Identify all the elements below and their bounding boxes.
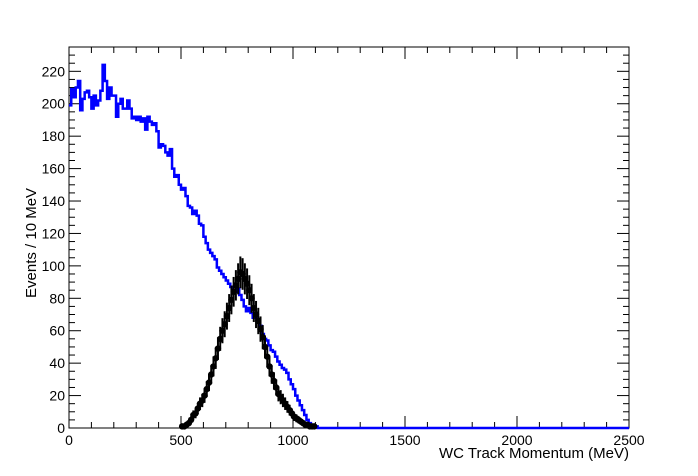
x-tick-label: 2000	[501, 432, 532, 448]
x-tick-label: 500	[169, 432, 193, 448]
x-tick-label: 1500	[389, 432, 420, 448]
y-tick-label: 80	[49, 290, 65, 306]
y-tick-label: 140	[42, 193, 66, 209]
y-tick-label: 40	[49, 355, 65, 371]
x-axis-title: WC Track Momentum (MeV)	[439, 445, 629, 462]
y-tick-label: 60	[49, 323, 65, 339]
y-tick-label: 200	[42, 96, 66, 112]
y-tick-label: 100	[42, 258, 66, 274]
y-tick-label: 160	[42, 161, 66, 177]
histogram-step-line-0	[69, 63, 629, 430]
y-tick-label: 120	[42, 225, 66, 241]
y-tick-label: 220	[42, 63, 66, 79]
y-tick-label: 20	[49, 388, 65, 404]
series-layer	[69, 63, 629, 430]
y-tick-label: 180	[42, 128, 66, 144]
x-axis-ticks: 0 500 1000 1500 2000 2500	[65, 47, 645, 448]
y-axis-title: Events / 10 MeV	[23, 188, 40, 298]
y-tick-label: 0	[57, 420, 65, 436]
x-tick-label: 1000	[277, 432, 308, 448]
x-tick-label: 0	[65, 432, 73, 448]
data-point	[311, 423, 318, 430]
plot-frame	[68, 46, 630, 429]
x-tick-label: 2500	[613, 432, 644, 448]
